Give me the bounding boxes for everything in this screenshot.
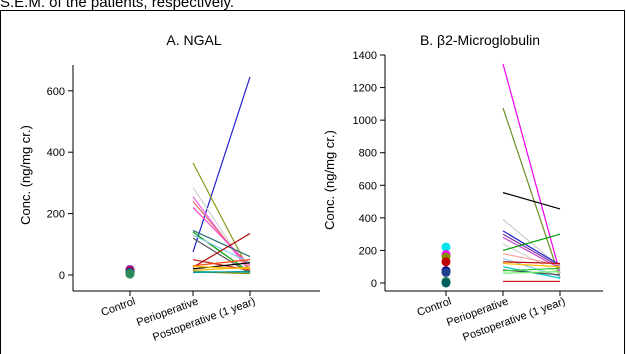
panel-b-series-line <box>502 230 561 266</box>
panel-a-series-line <box>192 76 251 253</box>
panel-b-series-line <box>502 262 561 268</box>
panel-b-series-line <box>502 261 561 265</box>
panel-b2-microglobulin: B. β2-Microglobulin Conc. (ng/mg cr.) 0 2… <box>322 32 603 344</box>
panel-b-series-line <box>502 271 561 274</box>
panel-b-series-line <box>502 192 561 210</box>
panel-b-yticks: 0 200 400 600 800 1000 1200 1400 <box>353 50 385 290</box>
panel-a-control-point <box>125 269 135 279</box>
panel-a-series-line <box>192 266 251 271</box>
panel-b-series-line <box>502 267 561 272</box>
panel-a-series-line <box>192 229 251 258</box>
panel-a-series-line <box>192 162 251 273</box>
panel-b-ytick-label: 1000 <box>353 115 377 127</box>
panel-a-series-line <box>192 234 251 264</box>
panel-a-ylabel: Conc. (ng/mg cr.) <box>18 125 33 225</box>
panel-a-ytick-label: 200 <box>47 209 65 221</box>
panel-b-ytick-label: 0 <box>371 278 377 290</box>
panel-b-control-point <box>441 257 451 267</box>
panel-b-title: B. β2-Microglobulin <box>420 32 540 48</box>
panel-a-series-line <box>192 233 251 268</box>
panel-ngal: A. NGAL Conc. (ng/mg cr.) 0 200 400 600 Con… <box>18 32 320 344</box>
page-caption: S.E.M. of the patients, respectively. <box>0 0 234 10</box>
panel-b-xtick-label: Control <box>416 296 453 319</box>
panel-b-series-line <box>502 107 561 279</box>
panel-b-ytick-label: 800 <box>359 148 377 160</box>
panel-a-series-lines <box>192 76 251 275</box>
panel-b-control-point <box>441 267 451 277</box>
panel-a-series-line <box>192 231 251 274</box>
panel-a-series-line <box>192 265 251 270</box>
panel-a-xtick-label: Control <box>100 296 137 319</box>
panel-b-series-lines <box>502 63 561 282</box>
panel-b-ytick-label: 400 <box>359 213 377 225</box>
panel-b-ytick-label: 1400 <box>353 50 377 62</box>
panel-b-control-points <box>441 242 451 288</box>
panel-b-ytick-label: 200 <box>359 245 377 257</box>
panel-b-control-point <box>441 278 451 288</box>
panel-a-control-points <box>125 264 135 279</box>
panel-a-yticks: 0 200 400 600 <box>47 86 73 282</box>
panel-a-ytick-label: 400 <box>47 147 65 159</box>
figure-frame <box>0 10 625 354</box>
panel-a-series-line <box>192 262 251 270</box>
panel-b-control-point <box>441 242 451 252</box>
panel-a-series-line <box>192 207 251 267</box>
panel-b-ytick-label: 600 <box>359 180 377 192</box>
panel-b-xtick-label: Postoperative (1 year) <box>461 296 567 344</box>
panel-a-ytick-label: 0 <box>59 270 65 282</box>
panel-a-series-line <box>192 259 251 267</box>
panel-b-ylabel: Conc. (ng/mg cr.) <box>322 130 337 230</box>
panel-b-series-line <box>502 233 561 252</box>
panel-b-series-line <box>502 233 561 268</box>
panel-b-series-line <box>502 63 561 274</box>
panel-a-xtick-label: Postoperative (1 year) <box>151 296 257 344</box>
panel-b-ytick-label: 1200 <box>353 83 377 95</box>
panel-a-ytick-label: 600 <box>47 86 65 98</box>
panel-a-title: A. NGAL <box>166 32 221 48</box>
panel-a-series-line <box>192 270 251 274</box>
